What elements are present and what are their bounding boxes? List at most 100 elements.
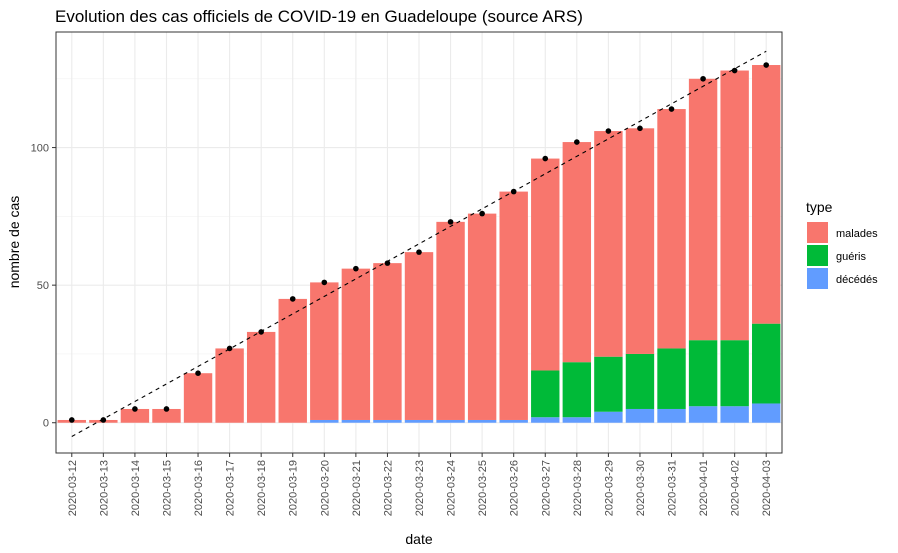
y-tick-label: 100 <box>31 143 49 155</box>
legend-key-malades <box>807 222 828 243</box>
legend-key-décédés <box>807 268 828 289</box>
legend-label-guéris: guéris <box>836 251 866 263</box>
bar-malades-2020-03-16 <box>183 373 213 423</box>
x-tick-label: 2020-04-02 <box>730 460 742 516</box>
bar-décédés-2020-03-23 <box>404 419 434 423</box>
point-2020-03-25 <box>479 210 485 217</box>
point-2020-03-12 <box>68 417 75 423</box>
x-tick-label: 2020-04-01 <box>698 460 710 516</box>
legend-label-malades: malades <box>836 228 878 240</box>
bars <box>57 65 781 423</box>
bar-guéris-2020-03-31 <box>657 348 686 409</box>
bar-malades-2020-03-26 <box>499 191 528 420</box>
x-tick-label: 2020-03-19 <box>288 460 300 516</box>
x-tick-label: 2020-03-23 <box>414 460 426 516</box>
point-2020-03-31 <box>668 106 675 112</box>
bar-malades-2020-03-30 <box>625 128 655 354</box>
bar-guéris-2020-04-02 <box>720 340 749 407</box>
x-tick-label: 2020-03-28 <box>572 460 584 516</box>
bar-malades-2020-04-02 <box>720 70 749 341</box>
bar-malades-2020-03-21 <box>341 268 371 420</box>
bar-décédés-2020-03-29 <box>594 411 623 423</box>
x-tick-label: 2020-03-29 <box>603 460 615 516</box>
x-tick-label: 2020-03-30 <box>635 460 647 516</box>
bar-malades-2020-03-18 <box>246 331 276 423</box>
legend-key-guéris <box>807 245 828 266</box>
point-2020-04-02 <box>731 67 738 74</box>
bar-décédés-2020-03-31 <box>657 408 686 423</box>
x-tick-label: 2020-03-25 <box>477 460 489 516</box>
bar-malades-2020-04-03 <box>752 65 781 324</box>
bar-malades-2020-03-22 <box>373 263 402 420</box>
bar-décédés-2020-04-01 <box>688 406 718 423</box>
bar-guéris-2020-03-28 <box>562 362 592 418</box>
bar-décédés-2020-03-24 <box>436 419 465 423</box>
legend: type malades guéris décédés <box>806 199 878 289</box>
point-2020-03-19 <box>289 296 296 302</box>
x-axis-title: date <box>405 531 432 547</box>
x-tick-label: 2020-03-31 <box>667 460 679 516</box>
bar-guéris-2020-03-30 <box>625 353 655 409</box>
x-tick-label: 2020-03-17 <box>225 460 237 516</box>
bar-malades-2020-03-31 <box>657 109 686 349</box>
point-2020-03-21 <box>353 265 359 272</box>
point-2020-03-18 <box>258 329 264 335</box>
bar-guéris-2020-04-03 <box>752 323 781 404</box>
point-2020-03-29 <box>605 128 612 134</box>
bar-malades-2020-03-28 <box>562 142 592 363</box>
bar-malades-2020-03-27 <box>531 158 560 371</box>
x-tick-label: 2020-03-13 <box>98 460 110 516</box>
point-2020-03-23 <box>416 249 422 255</box>
y-axis-title: nombre de cas <box>6 196 22 289</box>
legend-label-décédés: décédés <box>836 274 878 286</box>
point-2020-03-17 <box>226 345 233 352</box>
bar-malades-2020-03-15 <box>152 408 181 423</box>
bar-malades-2020-03-14 <box>120 408 150 423</box>
y-tick-label: 0 <box>43 418 49 430</box>
point-2020-03-26 <box>510 188 517 195</box>
bar-guéris-2020-03-27 <box>531 370 560 418</box>
bar-décédés-2020-03-27 <box>531 417 560 423</box>
bar-décédés-2020-03-28 <box>562 417 592 423</box>
bar-malades-2020-03-20 <box>310 282 339 420</box>
point-2020-03-22 <box>384 260 391 266</box>
bar-malades-2020-04-01 <box>688 78 718 341</box>
bar-décédés-2020-03-25 <box>467 419 497 423</box>
point-2020-03-28 <box>574 139 580 145</box>
points <box>68 62 770 423</box>
point-2020-03-27 <box>542 155 549 162</box>
x-tick-label: 2020-03-14 <box>130 460 142 516</box>
y-axis: 0 50 100 <box>31 143 56 430</box>
point-2020-03-30 <box>637 125 643 132</box>
point-2020-03-16 <box>195 370 201 377</box>
bar-décédés-2020-03-30 <box>625 408 655 423</box>
x-tick-label: 2020-03-15 <box>161 460 173 516</box>
bar-décédés-2020-03-22 <box>373 419 402 423</box>
bar-décédés-2020-03-26 <box>499 419 528 423</box>
x-tick-label: 2020-03-21 <box>351 460 363 516</box>
bar-malades-2020-03-24 <box>436 221 465 420</box>
x-tick-label: 2020-03-20 <box>319 460 331 516</box>
bar-malades-2020-03-19 <box>278 298 307 423</box>
bar-malades-2020-03-23 <box>404 252 434 420</box>
point-2020-04-01 <box>700 75 706 82</box>
bar-malades-2020-03-29 <box>594 131 623 357</box>
bar-décédés-2020-03-21 <box>341 419 371 423</box>
x-tick-label: 2020-03-26 <box>509 460 521 516</box>
x-tick-label: 2020-03-16 <box>193 460 205 516</box>
bar-malades-2020-03-25 <box>467 213 497 420</box>
bar-guéris-2020-03-29 <box>594 356 623 412</box>
bar-décédés-2020-04-02 <box>720 406 749 423</box>
x-tick-label: 2020-03-27 <box>540 460 552 516</box>
bar-décédés-2020-03-20 <box>310 419 339 423</box>
bar-décédés-2020-04-03 <box>752 403 781 423</box>
bar-guéris-2020-04-01 <box>688 340 718 407</box>
x-tick-label: 2020-03-12 <box>67 460 79 516</box>
chart-title: Evolution des cas officiels de COVID-19 … <box>55 7 583 26</box>
point-2020-04-03 <box>763 62 770 68</box>
legend-title: type <box>806 199 833 215</box>
x-tick-label: 2020-04-03 <box>761 460 773 516</box>
point-2020-03-20 <box>321 279 328 286</box>
bar-malades-2020-03-17 <box>215 348 244 423</box>
